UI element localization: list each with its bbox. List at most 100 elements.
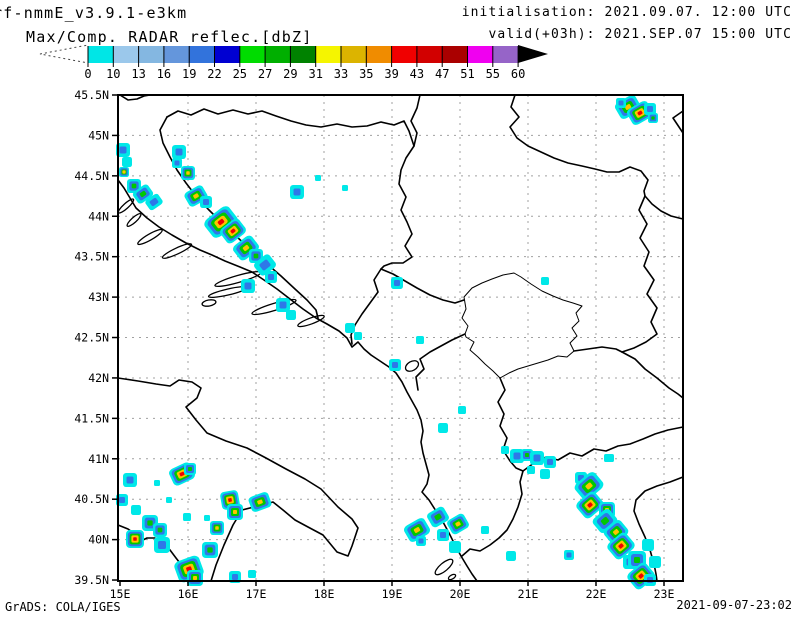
colorbar-segment <box>315 46 341 63</box>
echo-blob <box>154 537 170 553</box>
colorbar-segment <box>265 46 291 63</box>
lon-label: 19E <box>382 587 403 601</box>
island <box>201 299 217 307</box>
echo-level-blue <box>392 362 398 368</box>
echo-level-green <box>157 527 163 533</box>
echo-level-blue <box>394 280 400 286</box>
echo-level-yellow <box>193 193 199 199</box>
echo-blob <box>172 145 186 159</box>
echo-blob <box>416 336 424 344</box>
echo-level-blue <box>244 282 252 290</box>
model-title: rf-nmmE_v3.9.1-e3km <box>0 4 188 22</box>
echo-level-cyan <box>541 277 549 285</box>
echo-level-cyan <box>345 323 355 333</box>
echo-level-yellow <box>193 576 197 580</box>
echo-level-blue <box>533 454 541 462</box>
echo-blob <box>648 113 658 123</box>
colorbar-segment <box>214 46 240 63</box>
lat-label: 41N <box>88 452 109 466</box>
lon-label: 22E <box>586 587 607 601</box>
echo-level-cyan <box>501 446 509 454</box>
lon-label: 17E <box>246 587 267 601</box>
grads-credit: GrADS: COLA/IGES <box>5 600 121 614</box>
echo-blob <box>220 218 246 244</box>
echo-blob <box>131 505 141 515</box>
montenegro-albania-border <box>415 333 466 391</box>
lat-label: 44N <box>88 209 109 223</box>
lon-label: 20E <box>450 587 471 601</box>
lake-shkoder <box>404 360 420 372</box>
colorbar-segment <box>492 46 519 63</box>
echo-level-yellow <box>624 104 632 110</box>
echo-level-red <box>637 110 643 116</box>
echo-level-blue <box>566 552 572 558</box>
echo-blob <box>342 185 348 191</box>
echo-level-red <box>228 498 232 502</box>
echo-blob <box>248 492 272 512</box>
echo-level-green <box>600 516 610 526</box>
echo-blob <box>541 277 549 285</box>
echo-level-green <box>188 467 192 471</box>
echo-blob <box>437 529 449 541</box>
echo-blob <box>616 98 626 108</box>
echo-level-red <box>133 537 137 541</box>
echo-level-cyan <box>649 556 661 568</box>
echo-level-blue <box>279 301 287 309</box>
echo-blob <box>227 504 243 520</box>
right-edge-border-fragment <box>672 110 684 134</box>
serbia-macedonia-border <box>573 346 623 353</box>
echo-blob <box>184 463 196 475</box>
echo-level-cyan <box>481 526 489 534</box>
echo-blob <box>447 513 469 535</box>
echo-level-blue <box>175 148 183 156</box>
echo-blob <box>200 196 212 208</box>
echo-level-yellow <box>215 526 219 530</box>
map-area: 15E 16E 17E 18E 19E 20E 21E 22E 23E 45.5N 45N 44.5N… <box>74 88 684 601</box>
echo-level-blue <box>647 106 653 112</box>
lon-label: 23E <box>654 587 675 601</box>
echo-blob <box>241 279 255 293</box>
echo-level-red <box>638 573 644 579</box>
lat-label: 43.5N <box>74 250 109 264</box>
echo-level-cyan <box>122 157 132 167</box>
lon-label: 16E <box>178 587 199 601</box>
echo-blob <box>438 423 448 433</box>
echo-level-green <box>139 190 147 198</box>
echo-level-cyan <box>438 423 448 433</box>
echo-level-blue <box>126 476 134 484</box>
echo-blob <box>574 472 604 500</box>
colorbar-tick-label: 16 <box>157 67 171 81</box>
echo-level-cyan <box>154 480 160 486</box>
echo-level-green <box>634 557 640 563</box>
initialisation-time: initialisation: 2021.09.07. 12:00 UTC <box>461 5 792 20</box>
colorbar-tick-label: 0 <box>84 67 91 81</box>
echo-blob <box>604 454 612 462</box>
echo-level-cyan <box>458 406 466 414</box>
bosnia-north-and-drina-border <box>166 108 415 345</box>
echo-level-green <box>131 183 137 189</box>
echo-level-blue <box>203 199 209 205</box>
echo-blob <box>544 456 556 468</box>
echo-level-cyan <box>449 541 461 553</box>
croatia-serbia-border <box>410 94 421 147</box>
lat-label: 44.5N <box>74 169 109 183</box>
colorbar-tick-label: 19 <box>182 67 196 81</box>
echo-blob <box>119 167 129 177</box>
echo-blob <box>481 526 489 534</box>
echo-level-red <box>618 543 624 549</box>
echo-level-cyan <box>166 497 172 503</box>
colorbar-segment <box>391 46 417 63</box>
echo-blob <box>458 406 466 414</box>
echo-level-red <box>179 471 185 477</box>
echo-blob <box>265 271 277 283</box>
colorbar-segment <box>113 46 139 63</box>
colorbar-tick-label: 60 <box>511 67 525 81</box>
albania-greece-border <box>461 470 524 557</box>
echo-blob <box>210 521 224 535</box>
colorbar-tick-label: 51 <box>460 67 474 81</box>
colorbar-tick-label: 33 <box>334 67 348 81</box>
echo-level-blue <box>268 274 274 280</box>
colorbar-segment <box>416 46 443 63</box>
echo-blob <box>248 570 256 578</box>
colorbar-segment <box>290 46 316 63</box>
